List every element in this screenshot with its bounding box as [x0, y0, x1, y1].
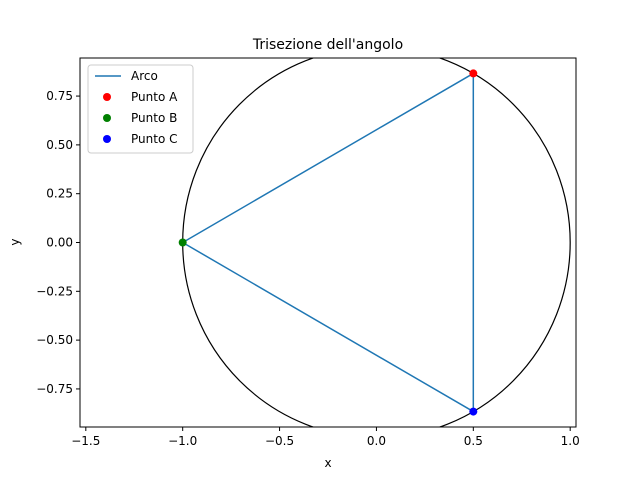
legend-swatch-punto-b: [103, 114, 111, 122]
series-line-arco: [181, 72, 475, 413]
x-tick-label: −0.5: [265, 434, 294, 448]
x-tick-label: 1.0: [561, 434, 580, 448]
point-punto-b: [178, 238, 187, 247]
y-axis-label: y: [8, 238, 22, 245]
legend-label-punto-a: Punto A: [131, 90, 178, 104]
x-tick-label: 0.0: [367, 434, 386, 448]
legend-swatch-punto-a: [103, 93, 111, 101]
y-tick-label: −0.50: [36, 333, 73, 347]
legend-label-punto-c: Punto C: [131, 132, 177, 146]
point-punto-c: [469, 407, 478, 416]
x-tick-label: −1.5: [71, 434, 100, 448]
chart-title: Trisezione dell'angolo: [252, 37, 403, 53]
legend-box: [87, 64, 194, 154]
legend-label-punto-b: Punto B: [131, 111, 177, 125]
y-tick-label: −0.75: [36, 382, 73, 396]
y-tick-label: 0.00: [46, 236, 73, 250]
legend-label-arco: Arco: [131, 69, 158, 83]
y-axis: 0.75 0.50 0.25 0.00 −0.25 −0.50 −0.75: [36, 89, 80, 396]
point-punto-a: [469, 69, 478, 78]
legend: Arco Punto A Punto B Punto C: [87, 64, 194, 154]
y-tick-label: 0.50: [46, 138, 73, 152]
x-axis-label: x: [324, 456, 331, 470]
y-tick-label: 0.25: [46, 187, 73, 201]
y-tick-label: −0.25: [36, 284, 73, 298]
x-tick-label: −1.0: [168, 434, 197, 448]
x-axis: −1.5 −1.0 −0.5 0.0 0.5 1.0: [71, 427, 580, 448]
x-tick-label: 0.5: [464, 434, 483, 448]
y-tick-label: 0.75: [46, 89, 73, 103]
legend-swatch-punto-c: [103, 135, 111, 143]
